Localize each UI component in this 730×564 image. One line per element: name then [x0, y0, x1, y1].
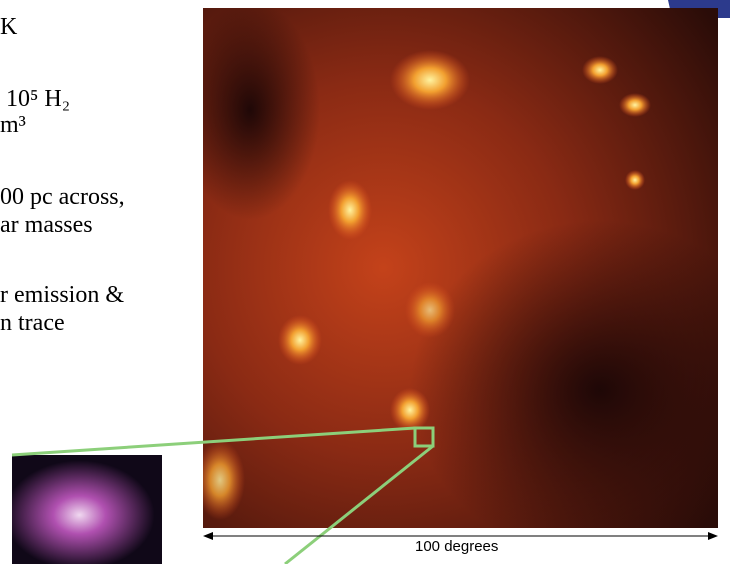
text-line: 00 pc across,: [0, 184, 125, 211]
text-line: m³: [0, 112, 26, 139]
arrow-head: [203, 532, 213, 540]
orion-image: [12, 455, 162, 564]
scale-label: 100 degrees: [415, 538, 498, 555]
arrow-head: [708, 532, 718, 540]
text-line: ar masses: [0, 212, 93, 239]
text-line: n trace: [0, 310, 65, 337]
slide: {"slide": {"lines": ["K", "- 10⁵ H₂", "m…: [0, 0, 730, 564]
text-line: r emission &: [0, 282, 124, 309]
text-line: - 10⁵ H₂: [0, 86, 70, 113]
text-line: K: [0, 14, 17, 41]
nebula-image: [180, 0, 730, 560]
